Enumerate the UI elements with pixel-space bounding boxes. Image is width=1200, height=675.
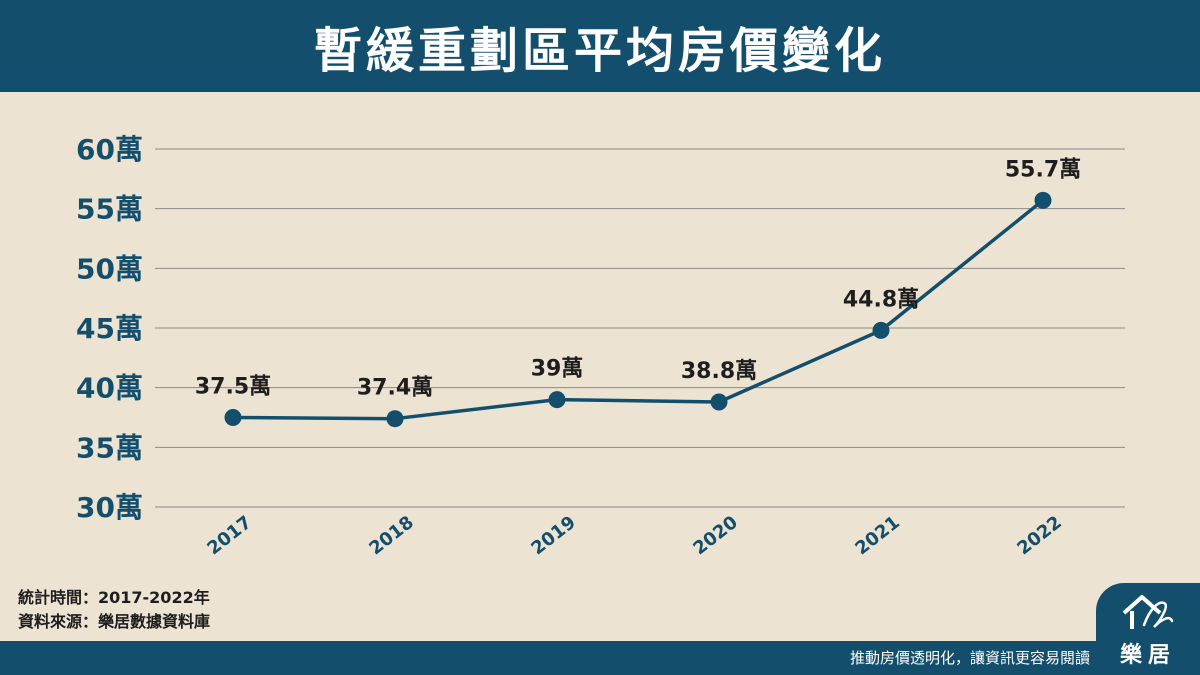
x-tick-label: 2022 bbox=[1013, 512, 1065, 559]
footnote-source: 資料來源：樂居數據資料庫 bbox=[18, 612, 211, 631]
y-tick-label: 60萬 bbox=[76, 133, 143, 166]
page-title: 暫緩重劃區平均房價變化 bbox=[313, 23, 886, 79]
data-label: 37.5萬 bbox=[195, 375, 271, 400]
x-tick-label: 2017 bbox=[203, 512, 255, 559]
footnote-period: 統計時間：2017-2022年 bbox=[18, 588, 210, 607]
brand-logo: 樂居 bbox=[1096, 583, 1200, 675]
data-point bbox=[1034, 191, 1052, 209]
y-tick-label: 55萬 bbox=[76, 193, 143, 226]
y-tick-label: 35萬 bbox=[76, 431, 143, 464]
x-tick-label: 2018 bbox=[365, 512, 417, 559]
header-bar: 暫緩重劃區平均房價變化 bbox=[0, 0, 1200, 92]
data-label: 38.8萬 bbox=[681, 359, 757, 384]
y-tick-label: 45萬 bbox=[76, 312, 143, 345]
y-tick-label: 30萬 bbox=[76, 491, 143, 524]
x-tick-label: 2019 bbox=[527, 512, 579, 559]
y-tick-label: 40萬 bbox=[76, 372, 143, 405]
data-label: 55.7萬 bbox=[1005, 157, 1081, 182]
line-chart: 30萬 35萬 40萬 45萬 50萬 55萬 60萬 2017 2018 2019 2020 202… bbox=[76, 133, 1125, 559]
data-point bbox=[548, 391, 566, 409]
logo-text: 樂居 bbox=[1119, 643, 1176, 668]
data-point bbox=[224, 409, 242, 426]
data-label: 37.4萬 bbox=[357, 376, 433, 401]
x-tick-label: 2021 bbox=[851, 512, 903, 559]
footer-slogan: 推動房價透明化，讓資訊更容易閱讀 bbox=[849, 649, 1090, 667]
data-label: 44.8萬 bbox=[843, 287, 919, 312]
data-point bbox=[872, 321, 890, 339]
house-signature-icon bbox=[1122, 595, 1174, 629]
x-tick-label: 2020 bbox=[689, 512, 741, 559]
data-point bbox=[710, 393, 728, 411]
y-tick-label: 50萬 bbox=[76, 252, 143, 285]
footer-bar: 推動房價透明化，讓資訊更容易閱讀 bbox=[0, 641, 1200, 675]
data-label: 39萬 bbox=[531, 357, 584, 382]
data-point bbox=[386, 410, 404, 428]
series-line bbox=[232, 198, 1045, 421]
